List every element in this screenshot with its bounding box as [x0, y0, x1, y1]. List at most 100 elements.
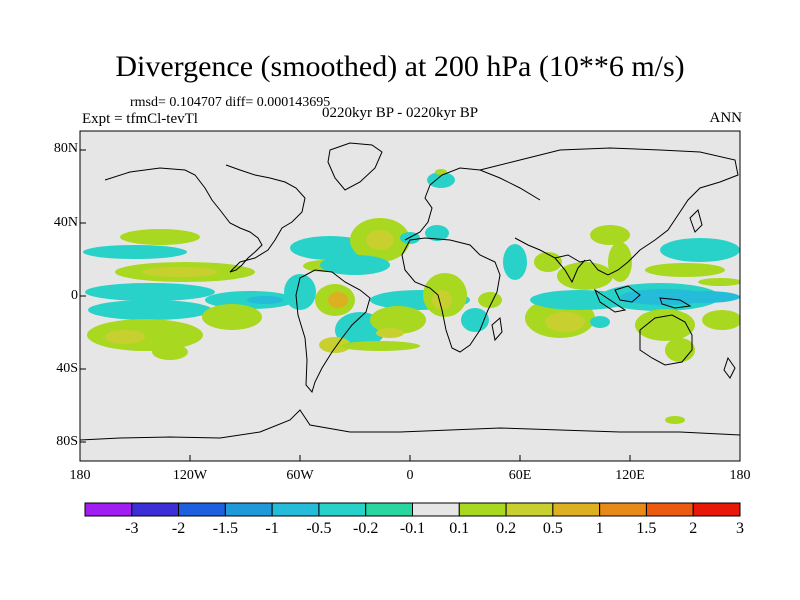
contour-positive-region	[202, 304, 262, 330]
contour-positive-region	[376, 328, 404, 338]
lat-ticks	[80, 149, 86, 443]
contour-positive-region	[152, 344, 188, 360]
contour-negative-region	[320, 255, 390, 275]
period-label: 0220kyr BP - 0220kyr BP	[322, 105, 479, 121]
colorbar-label: -0.5	[306, 520, 332, 537]
colorbar-label: -0.2	[353, 520, 379, 537]
contour-positive-region	[590, 225, 630, 245]
colorbar-label: 1.5	[636, 520, 657, 537]
lat-label-80n: 80N	[53, 141, 78, 156]
colorbar-swatch	[178, 502, 226, 517]
chart-title: Divergence (smoothed) at 200 hPa (10**6 …	[115, 50, 685, 83]
colorbar-swatch	[131, 502, 180, 517]
lon-label-0: 0	[406, 468, 414, 483]
contour-positive-region	[319, 337, 351, 353]
colorbar-label: 0.2	[496, 520, 517, 537]
contour-positive-region	[435, 169, 447, 175]
contour-positive-region	[328, 292, 348, 308]
colorbar-label: 0.1	[449, 520, 470, 537]
contour-positive-region	[665, 416, 685, 424]
contour-negative-region	[660, 238, 740, 262]
contour-negative-region	[461, 308, 489, 332]
lon-label-180e: 180	[729, 468, 751, 483]
colorbar-label: 1	[595, 520, 604, 537]
contour-negative-region	[290, 236, 370, 260]
colorbar-swatch	[645, 502, 694, 517]
lon-label-60w: 60W	[286, 468, 314, 483]
contour-positive-region	[645, 263, 725, 277]
lat-label-40s: 40S	[56, 361, 78, 376]
contour-positive-region	[120, 229, 200, 245]
colorbar-label: -0.1	[399, 520, 426, 537]
colorbar-swatch	[599, 502, 647, 517]
contour-negative-region	[503, 244, 527, 280]
contour-positive-region	[702, 310, 740, 330]
coastline-north-america	[104, 167, 263, 273]
colorbar-label: -1.5	[212, 520, 239, 537]
coastline-south-america	[295, 269, 371, 394]
coastlines	[80, 142, 740, 441]
coastline-australia	[639, 314, 693, 366]
contour-positive-region	[534, 252, 562, 272]
colorbar-label: 2	[689, 520, 698, 537]
colorbar-swatch	[365, 502, 413, 517]
coastline-new-zealand	[723, 356, 736, 379]
contour-positive-region	[142, 267, 218, 277]
colorbar-label: 3	[736, 520, 744, 537]
contour-positive-region	[83, 245, 187, 259]
contour-positive-region	[665, 338, 695, 362]
lon-label-120w: 120W	[172, 468, 208, 483]
contour-positive-region	[370, 306, 426, 334]
colorbar-swatch	[458, 502, 507, 517]
lat-label-80s: 80S	[56, 434, 78, 449]
contour-positive-region	[635, 309, 695, 341]
coastline-sumatra	[593, 288, 627, 313]
colorbar-swatch	[505, 502, 554, 517]
contour-negative-region	[425, 225, 449, 241]
colorbar-swatch	[84, 502, 133, 517]
coastline-madagascar	[491, 317, 503, 342]
colorbar-swatch	[318, 502, 367, 517]
map-panel	[80, 131, 740, 461]
experiment-label: Expt = tfmCl-tevTl	[82, 111, 198, 127]
contour-positive-region	[432, 290, 452, 310]
colorbar-swatch	[224, 502, 273, 517]
coastline-antarctica	[80, 409, 740, 441]
lon-label-180w: 180	[69, 468, 91, 483]
colorbar-swatch	[412, 502, 460, 517]
coastline-north-america-east	[225, 164, 306, 273]
colorbar-label: -3	[125, 520, 139, 537]
stats-line: rmsd= 0.104707 diff= 0.000143695	[130, 95, 331, 110]
coastline-greenland	[327, 142, 383, 191]
coastline-africa	[401, 237, 501, 353]
contour-positive-region	[366, 230, 394, 250]
contour-positive-region	[557, 262, 613, 290]
colorbar-label: -1	[265, 520, 279, 537]
contour-positive-region	[545, 312, 585, 332]
contour-positive-region	[478, 292, 502, 308]
contour-negative-region	[284, 274, 316, 310]
lon-ticks	[189, 455, 631, 461]
contour-negative-region	[88, 300, 212, 320]
coastline-new-guinea	[659, 297, 692, 309]
colorbar	[84, 502, 741, 517]
coastline-europe	[404, 167, 541, 241]
lat-label-0: 0	[71, 288, 78, 303]
colorbar-label: -2	[171, 520, 186, 537]
contour-negative-region	[670, 291, 740, 303]
lon-label-60e: 60E	[508, 468, 532, 483]
contour-positive-region	[105, 330, 145, 344]
lon-label-120e: 120E	[615, 468, 645, 483]
contour-negative-region	[85, 283, 215, 301]
colorbar-swatch	[271, 502, 320, 517]
contour-positive-region	[698, 278, 740, 286]
lat-label-40n: 40N	[53, 215, 78, 230]
contour-positive-region	[87, 319, 203, 351]
coastline-asia	[479, 147, 739, 276]
contour-negative-region	[590, 316, 610, 328]
coastline-india	[554, 257, 586, 284]
colorbar-swatch	[692, 502, 741, 517]
contour-positive-region	[340, 341, 420, 351]
contour-negative-region	[427, 172, 455, 188]
